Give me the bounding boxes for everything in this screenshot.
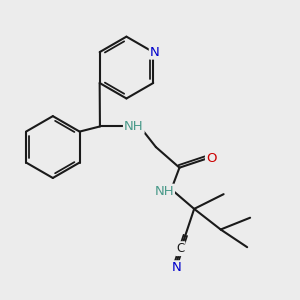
Text: N: N [150, 46, 160, 59]
Text: NH: NH [154, 185, 174, 198]
Text: C: C [176, 242, 184, 255]
Text: N: N [172, 261, 182, 274]
Text: O: O [206, 152, 217, 165]
Text: NH: NH [124, 120, 144, 133]
